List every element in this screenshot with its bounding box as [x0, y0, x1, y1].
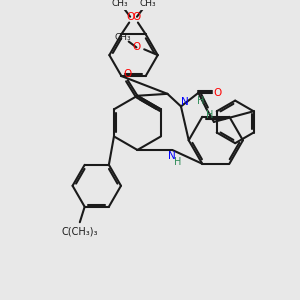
Text: CH₃: CH₃: [111, 0, 128, 8]
Text: N: N: [168, 151, 176, 161]
Text: CH₃: CH₃: [139, 0, 156, 8]
Text: CH₃: CH₃: [115, 33, 131, 42]
Text: H: H: [206, 110, 214, 120]
Text: N: N: [181, 97, 189, 106]
Text: O: O: [124, 70, 132, 80]
Text: O: O: [133, 12, 141, 22]
Text: C(CH₃)₃: C(CH₃)₃: [61, 227, 98, 237]
Text: O: O: [132, 42, 141, 52]
Text: H: H: [174, 157, 182, 166]
Text: O: O: [214, 88, 222, 98]
Text: O: O: [126, 12, 134, 22]
Text: H: H: [196, 96, 204, 106]
